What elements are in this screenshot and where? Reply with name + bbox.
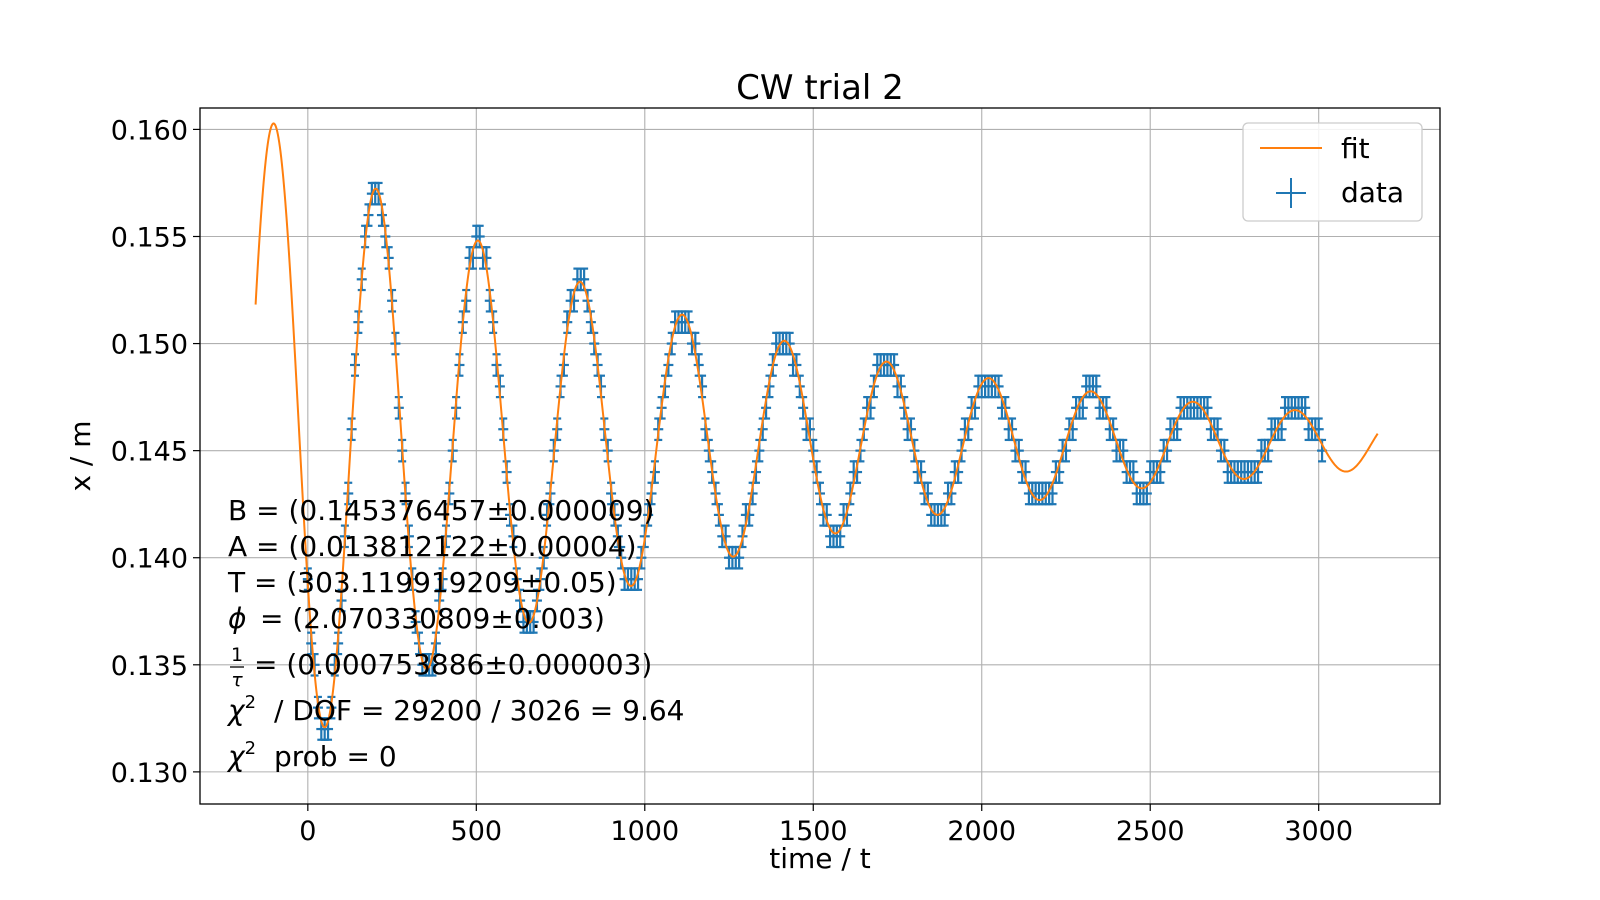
chi2-symbol-2: χ2 (226, 738, 256, 773)
y-tick-label: 0.155 (111, 222, 188, 253)
annotation-phi-text: = (2.070330809±0.003) (260, 602, 605, 635)
legend-data-label: data (1341, 176, 1404, 209)
legend-fit-label: fit (1341, 132, 1370, 165)
annotation-b: B = (0.145376457±0.000009) (228, 494, 654, 527)
fraction-one: 1 (231, 644, 243, 666)
y-tick-label: 0.130 (111, 758, 188, 789)
y-tick-label: 0.160 (111, 115, 188, 146)
series-fit-line (254, 122, 1379, 729)
y-tick-label: 0.135 (111, 651, 188, 682)
x-tick-label: 1500 (779, 816, 848, 847)
x-tick-label: 1000 (610, 816, 679, 847)
plot-frame (199, 107, 1441, 805)
annotation-inv-tau: 1 τ = (0.000753886±0.000003) (230, 644, 652, 691)
annotation-chi2-prob-text: prob = 0 (274, 740, 397, 773)
x-tick-label: 500 (451, 816, 503, 847)
grid-x (307, 108, 1320, 804)
annotation-chi2-dof: χ2 / DOF = 29200 / 3026 = 9.64 (226, 692, 684, 727)
y-tick-label: 0.140 (111, 544, 188, 575)
x-tick-label: 3000 (1284, 816, 1353, 847)
x-tick-label: 2500 (1116, 816, 1185, 847)
chart-title: CW trial 2 (736, 68, 904, 108)
annotation-chi2-prob: χ2 prob = 0 (226, 738, 397, 773)
y-ticks: 0.130 0.135 0.140 0.145 0.150 0.155 0.160 (111, 115, 200, 789)
fit-annotations: B = (0.145376457±0.000009) A = (0.013812… (226, 494, 684, 773)
legend: fit data (1242, 122, 1423, 222)
legend-data-swatch (1276, 178, 1306, 208)
chi2-symbol: χ2 (226, 692, 256, 727)
annotation-t: T = (303.119919209±0.05) (227, 566, 617, 599)
annotation-a: A = (0.013812122±0.00004) (228, 530, 637, 563)
y-tick-label: 0.150 (111, 330, 188, 361)
y-tick-label: 0.145 (111, 437, 188, 468)
annotation-inv-tau-text: = (0.000753886±0.000003) (254, 648, 652, 681)
data-point (1263, 438, 1274, 463)
x-tick-label: 2000 (947, 816, 1016, 847)
data-point (1219, 438, 1230, 463)
annotation-phi: ϕ = (2.070330809±0.003) (228, 602, 605, 635)
fraction-tau: τ (231, 669, 243, 691)
x-axis-label: time / t (769, 842, 870, 875)
y-axis-label: x / m (64, 420, 97, 491)
annotation-chi2-dof-text: / DOF = 29200 / 3026 = 9.64 (274, 694, 684, 727)
x-tick-label: 0 (299, 816, 316, 847)
phi-symbol: ϕ (228, 602, 246, 635)
x-ticks: 0 500 1000 1500 2000 2500 3000 (299, 804, 1353, 847)
